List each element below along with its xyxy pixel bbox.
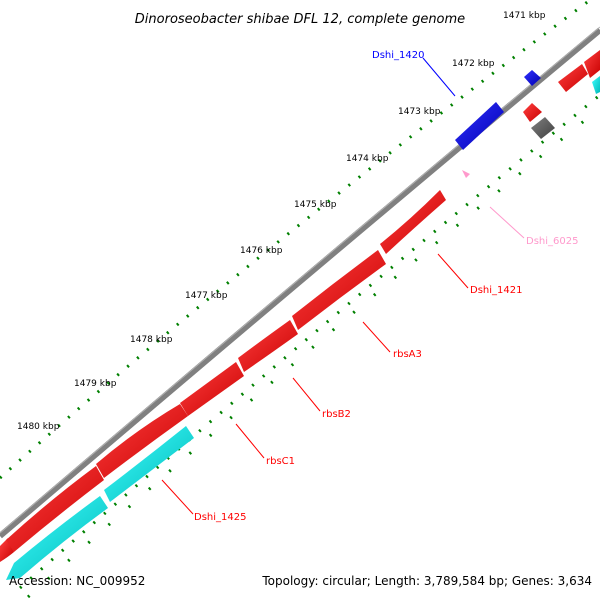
scale-labels: 1471 kbp 1472 kbp 1473 kbp 1474 kbp 1475… <box>17 11 546 432</box>
scale-label: 1476 kbp <box>240 246 283 256</box>
gene-arrow[interactable] <box>380 190 446 254</box>
scale-label: 1473 kbp <box>398 107 441 117</box>
gene-arrow[interactable] <box>523 103 542 122</box>
gene-label-dshi-1425[interactable]: Dshi_1425 <box>194 512 246 523</box>
blue-feature-small[interactable] <box>524 70 541 86</box>
gene-label-rbsb2[interactable]: rbsB2 <box>322 409 351 420</box>
forward-strand-genes <box>0 50 600 562</box>
gene-arrow[interactable] <box>6 466 104 552</box>
genome-backbone <box>0 27 600 539</box>
reverse-strand-genes <box>6 76 600 580</box>
gene-arrow[interactable] <box>558 64 588 92</box>
scale-label: 1472 kbp <box>452 59 495 69</box>
scale-label: 1480 kbp <box>17 422 60 432</box>
gene-dshi-1420-arrow[interactable] <box>455 102 504 150</box>
gene-arrow[interactable] <box>96 404 188 478</box>
gene-label-dshi-1420[interactable]: Dshi_1420 <box>372 50 424 61</box>
gene-arrow[interactable] <box>180 362 244 416</box>
outer-tick-ring <box>0 0 591 480</box>
genome-backbone-highlight <box>0 26 600 534</box>
map-title: Dinoroseobacter shibae DFL 12, complete … <box>135 12 465 27</box>
gene-label-rbsc1[interactable]: rbsC1 <box>266 456 295 467</box>
gene-arrow[interactable] <box>592 76 600 94</box>
label-leaders <box>161 57 525 515</box>
scale-label: 1475 kbp <box>294 200 337 210</box>
inner-tick-ring-1 <box>19 93 600 590</box>
gene-label-dshi-6025[interactable]: Dshi_6025 <box>526 236 578 247</box>
gene-arrow[interactable] <box>292 250 386 330</box>
scale-label: 1479 kbp <box>74 379 117 389</box>
accession-text: Accession: NC_009952 <box>9 574 145 588</box>
gray-feature[interactable] <box>531 117 555 139</box>
genome-info-text: Topology: circular; Length: 3,789,584 bp… <box>261 574 592 588</box>
inner-tick-ring-2 <box>26 106 600 599</box>
gene-arrow[interactable] <box>104 426 194 502</box>
gene-label-dshi-1421[interactable]: Dshi_1421 <box>470 285 522 296</box>
gene-dshi-6025-marker[interactable] <box>462 170 470 178</box>
scale-label: 1474 kbp <box>346 154 389 164</box>
gene-arrow[interactable] <box>584 50 600 78</box>
gene-arrow[interactable] <box>6 496 108 580</box>
gene-labels: Dshi_1420 Dshi_6025 Dshi_1421 rbsA3 rbsB… <box>194 50 578 523</box>
scale-label: 1471 kbp <box>503 11 546 21</box>
scale-label: 1477 kbp <box>185 291 228 301</box>
scale-label: 1478 kbp <box>130 335 173 345</box>
gene-label-rbsa3[interactable]: rbsA3 <box>393 349 422 360</box>
gene-arrow[interactable] <box>238 320 298 372</box>
